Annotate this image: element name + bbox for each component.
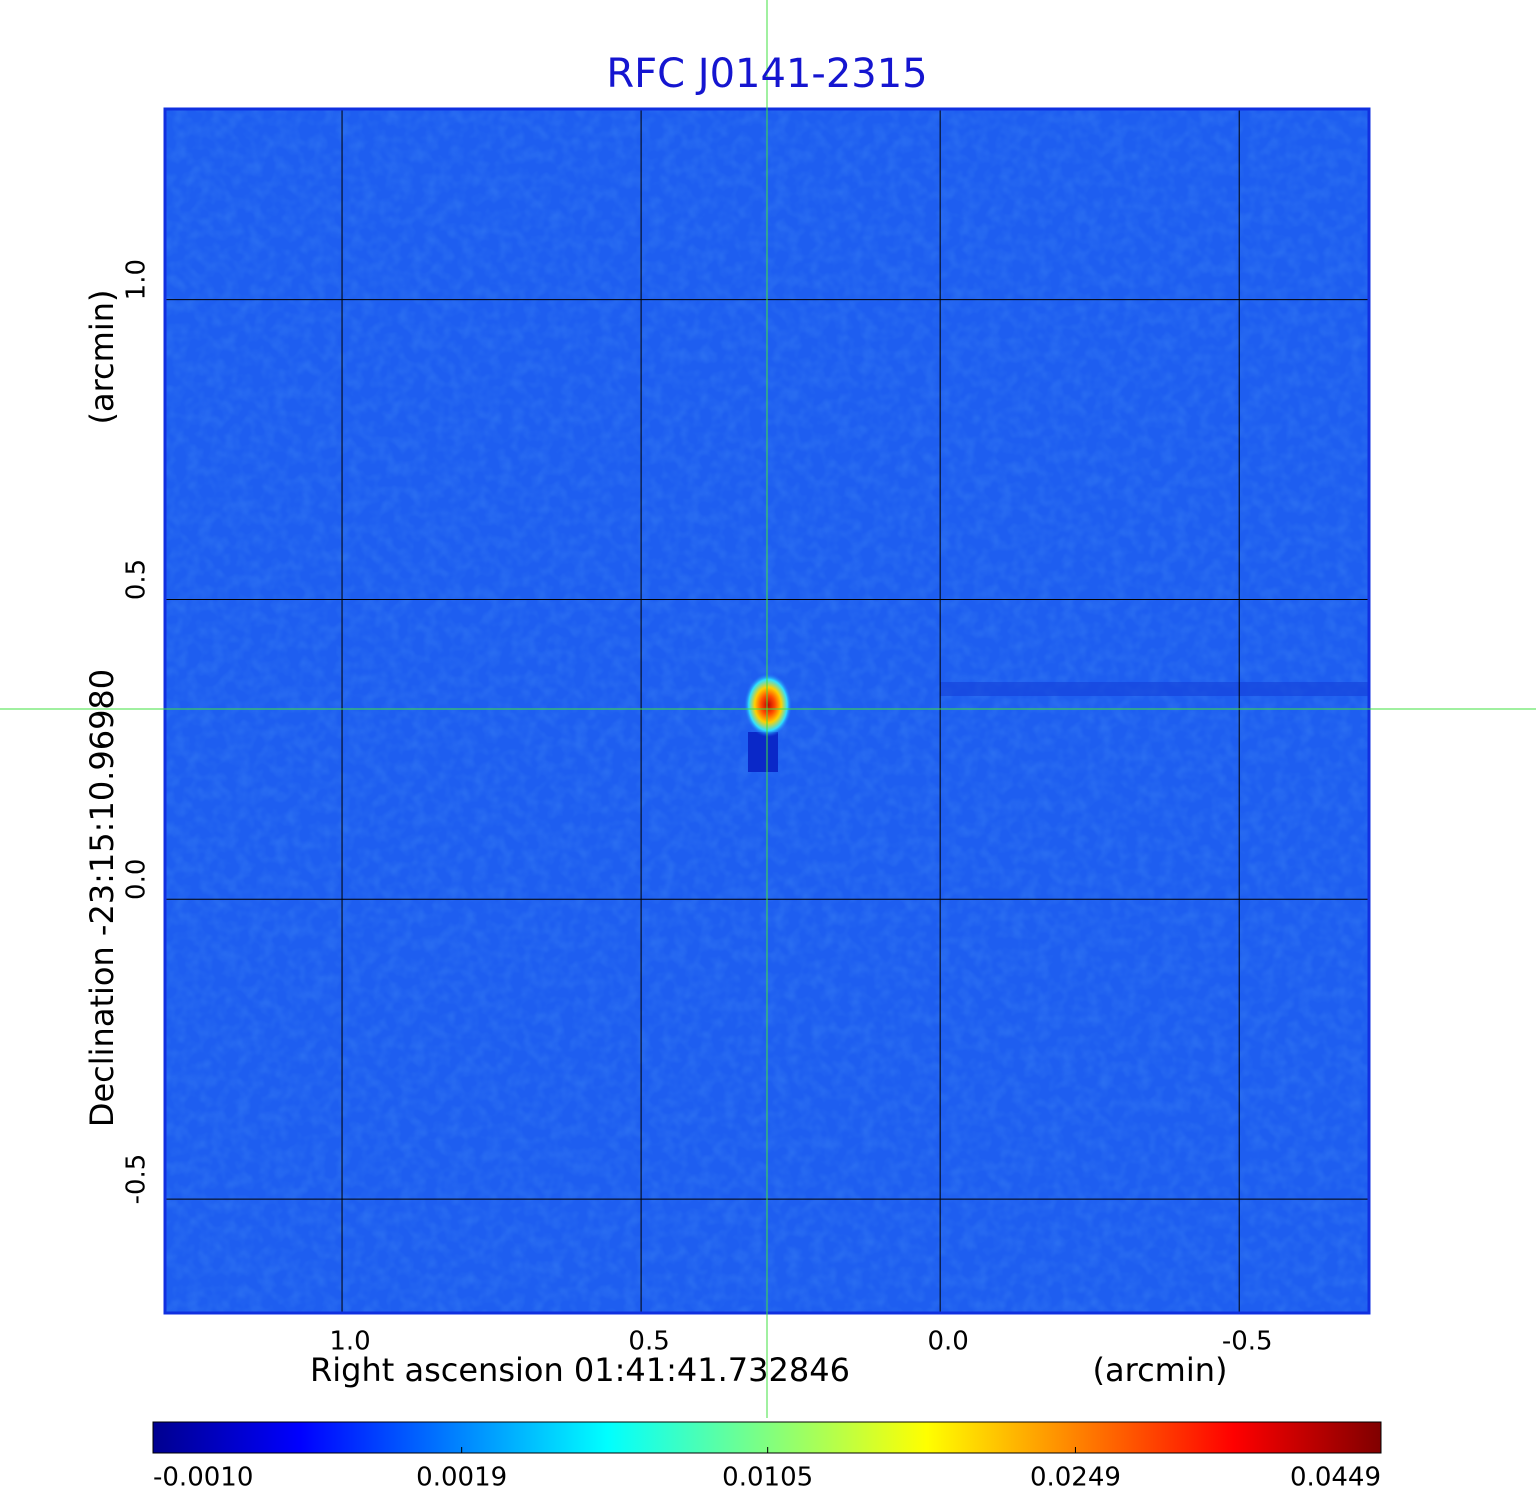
- colorbar-tick-label: 0.0249: [1030, 1463, 1121, 1493]
- x-tick-label: 1.0: [329, 1327, 370, 1357]
- image-stripe: [940, 682, 1369, 696]
- colorbar: [152, 1421, 1382, 1454]
- y-tick-label: 1.0: [122, 259, 152, 300]
- y-axis-unit: (arcmin): [83, 290, 121, 425]
- colorbar-tick-label: 0.0449: [1290, 1463, 1381, 1493]
- image-artifact: [748, 732, 778, 772]
- x-axis-label: Right ascension 01:41:41.732846: [310, 1351, 850, 1389]
- colorbar-tick-label: -0.0010: [153, 1463, 253, 1493]
- colorbar-tick-label: 0.0019: [416, 1463, 507, 1493]
- y-tick-label: 0.0: [122, 859, 152, 900]
- x-tick-label: -0.5: [1222, 1327, 1273, 1357]
- x-tick-label: 0.5: [628, 1327, 669, 1357]
- x-axis-unit: (arcmin): [1093, 1351, 1228, 1389]
- x-tick-label: 0.0: [927, 1327, 968, 1357]
- y-tick-label: 0.5: [122, 559, 152, 600]
- y-axis-label: Declination -23:15:10.96980: [83, 669, 121, 1127]
- y-tick-label: -0.5: [122, 1154, 152, 1205]
- colorbar-tick-label: 0.0105: [722, 1463, 813, 1493]
- chart-title: RFC J0141-2315: [606, 51, 927, 97]
- source: [744, 673, 792, 737]
